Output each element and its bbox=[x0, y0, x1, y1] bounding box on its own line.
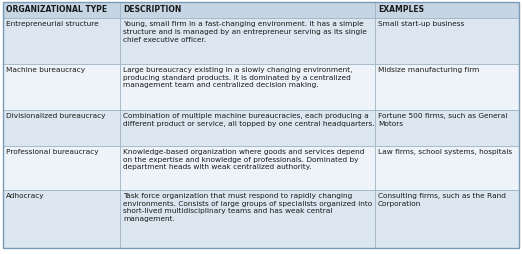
Text: Consulting firms, such as the Rand
Corporation: Consulting firms, such as the Rand Corpo… bbox=[378, 193, 506, 207]
Text: DESCRIPTION: DESCRIPTION bbox=[123, 5, 181, 14]
Bar bbox=[120, 18, 375, 64]
Bar bbox=[120, 64, 375, 110]
Bar bbox=[3, 110, 120, 146]
Bar bbox=[3, 18, 120, 64]
Bar bbox=[120, 110, 375, 146]
Text: Knowledge-based organization where goods and services depend
on the expertise an: Knowledge-based organization where goods… bbox=[123, 149, 364, 170]
Text: Small start-up business: Small start-up business bbox=[378, 21, 464, 27]
Bar bbox=[375, 2, 519, 18]
Bar bbox=[3, 64, 120, 110]
Text: Large bureaucracy existing in a slowly changing environment,
producing standard : Large bureaucracy existing in a slowly c… bbox=[123, 67, 352, 88]
Text: ORGANIZATIONAL TYPE: ORGANIZATIONAL TYPE bbox=[6, 5, 107, 14]
Bar bbox=[120, 146, 375, 190]
Bar bbox=[375, 110, 519, 146]
Bar bbox=[3, 146, 120, 190]
Text: Midsize manufacturing firm: Midsize manufacturing firm bbox=[378, 67, 479, 73]
Bar bbox=[3, 2, 120, 18]
Text: Fortune 500 firms, such as General
Motors: Fortune 500 firms, such as General Motor… bbox=[378, 113, 507, 127]
Bar bbox=[375, 18, 519, 64]
Text: Law firms, school systems, hospitals: Law firms, school systems, hospitals bbox=[378, 149, 512, 155]
Bar bbox=[375, 64, 519, 110]
Bar bbox=[375, 146, 519, 190]
Text: Adhocracy: Adhocracy bbox=[6, 193, 44, 199]
Text: Young, small firm in a fast-changing environment. It has a simple
structure and : Young, small firm in a fast-changing env… bbox=[123, 21, 367, 42]
Text: Divisionalized bureaucracy: Divisionalized bureaucracy bbox=[6, 113, 105, 119]
Text: EXAMPLES: EXAMPLES bbox=[378, 5, 424, 14]
Text: Task force organization that must respond to rapidly changing
environments. Cons: Task force organization that must respon… bbox=[123, 193, 372, 222]
Bar bbox=[120, 190, 375, 248]
Text: Machine bureaucracy: Machine bureaucracy bbox=[6, 67, 85, 73]
Text: Professional bureaucracy: Professional bureaucracy bbox=[6, 149, 99, 155]
Bar bbox=[3, 190, 120, 248]
Text: Combination of multiple machine bureaucracies, each producing a
different produc: Combination of multiple machine bureaucr… bbox=[123, 113, 375, 127]
Text: Entrepreneurial structure: Entrepreneurial structure bbox=[6, 21, 99, 27]
Bar bbox=[375, 190, 519, 248]
Bar bbox=[120, 2, 375, 18]
